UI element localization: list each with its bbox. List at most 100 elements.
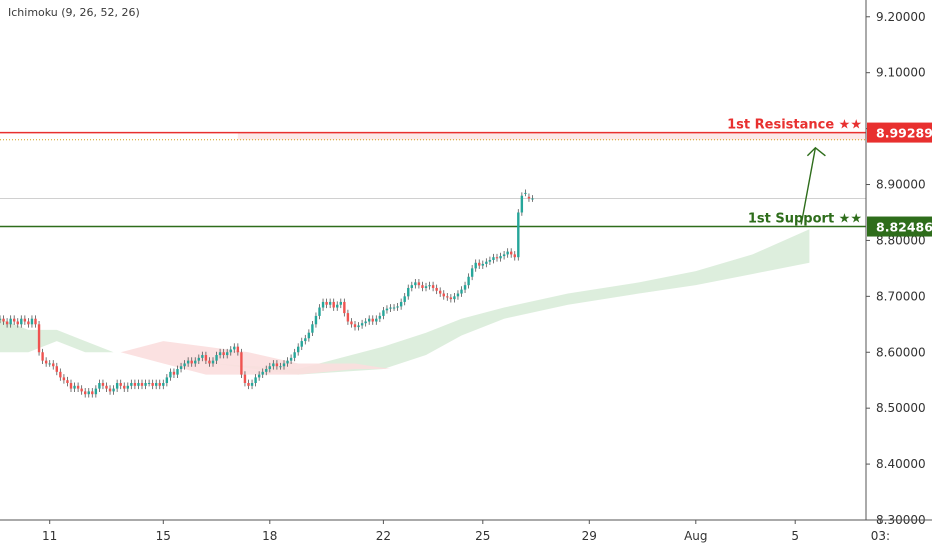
candle-bull (375, 318, 378, 322)
candle-bull (364, 321, 367, 324)
candle-bear (275, 363, 279, 367)
candle-bull (194, 360, 197, 364)
resistance-zone (237, 132, 867, 140)
price-axis: 9.200009.100009.000008.900008.800008.700… (865, 0, 932, 550)
candle-bear (332, 301, 335, 308)
candle-bull (130, 383, 133, 386)
candle-bull (126, 385, 129, 389)
arrow-head (806, 146, 826, 157)
candle-bull (414, 282, 417, 286)
candle-bull (307, 332, 311, 339)
price-badges: 8.99289 8.82486 (867, 122, 932, 237)
candle-bear (55, 366, 58, 372)
candle-bear (172, 371, 176, 375)
candle-bear (66, 380, 69, 384)
support-price-badge-text: 8.82486 (876, 220, 932, 235)
candle-bull (502, 254, 506, 257)
candle-bull (314, 315, 318, 325)
price-tick-label: 8.60000 (876, 345, 926, 359)
candle-bull (197, 357, 200, 361)
candle-bear (417, 282, 421, 286)
candle-bear (16, 321, 19, 325)
indicator-label[interactable]: Ichimoku (9, 26, 52, 26) (8, 6, 140, 19)
candle-bull (399, 301, 403, 307)
time-tick-label: 18 (262, 529, 277, 543)
candle-bull (176, 369, 179, 375)
candle-bear (343, 301, 346, 314)
candle-bull (517, 212, 520, 258)
candle-bear (240, 352, 243, 375)
time-axis: 11 15 18 22 25 29 Aug 5 03: (0, 519, 932, 543)
candle-bear (101, 383, 105, 386)
candle-bull (279, 366, 282, 368)
time-tick-label: 29 (582, 529, 597, 543)
candle-bull (73, 385, 76, 389)
candle-bull (357, 325, 360, 328)
price-tick-label: 8.70000 (876, 289, 926, 303)
candle-bear (208, 360, 211, 364)
candle-bear (325, 301, 328, 305)
candle-bull (499, 256, 502, 259)
candle-bear (243, 374, 247, 384)
candle-bull (456, 293, 460, 297)
time-tick-label: 25 (475, 529, 490, 543)
candle-bull (162, 383, 165, 386)
candle-bull (339, 301, 342, 305)
time-tick-label: 03: (871, 529, 890, 543)
candle-bull (265, 369, 268, 372)
time-tick-label: 5 (791, 529, 799, 543)
candle-bear (421, 285, 424, 288)
candle-bull (410, 285, 413, 288)
candle-bull (368, 318, 371, 322)
candle-bull (293, 352, 296, 358)
candle-bull (492, 257, 495, 260)
candle-bear (431, 285, 435, 288)
candle-bear (5, 321, 9, 325)
arrow-shaft (800, 147, 817, 225)
candle-bull (268, 366, 271, 370)
candle-bull (165, 377, 169, 384)
candle-bull (215, 355, 218, 361)
candle-bull (531, 198, 534, 200)
resistance-label: 1st Resistance ★★ (727, 118, 862, 133)
forecast-arrow (800, 146, 826, 225)
candle-bull (453, 296, 456, 300)
candle-bear (27, 321, 30, 325)
candle-bull (304, 338, 307, 342)
candle-bull (328, 301, 332, 305)
candle-bull (389, 307, 392, 309)
candle-bear (449, 297, 453, 300)
candle-bear (76, 385, 80, 389)
candle-bull (144, 383, 147, 386)
candle-bull (403, 296, 406, 302)
time-tick-label: 22 (376, 529, 391, 543)
time-tick-label: 11 (42, 529, 57, 543)
candle-bull (382, 310, 385, 316)
time-tick-label: Aug (684, 529, 707, 543)
candle-bear (41, 352, 44, 361)
price-tick-label: 8.40000 (876, 457, 926, 471)
candle-bear (478, 262, 481, 266)
candle-bull (250, 383, 254, 386)
candle-bull (9, 318, 12, 325)
candle-bull (318, 307, 321, 316)
candle-bear (247, 383, 250, 386)
candle-bull (201, 355, 204, 358)
candle-bear (442, 293, 445, 297)
candle-bear (91, 391, 94, 395)
candle-bull (485, 261, 488, 264)
candle-bull (261, 371, 264, 375)
candle-bull (407, 287, 410, 297)
candle-bear (158, 383, 161, 386)
candle-bear (222, 352, 225, 356)
candle-bull (30, 318, 34, 325)
candle-bear (204, 355, 208, 361)
price-tick-label: 8.90000 (876, 178, 926, 192)
candle-bull (392, 307, 396, 309)
price-tick-label: 9.20000 (876, 10, 926, 24)
candle-bear (69, 383, 73, 389)
candle-bear (62, 377, 66, 381)
candle-bear (151, 383, 154, 386)
